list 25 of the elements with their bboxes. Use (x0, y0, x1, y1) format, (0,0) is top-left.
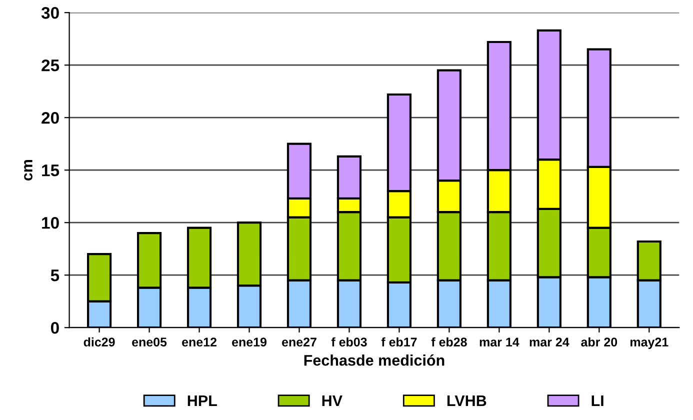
y-tick-label: 5 (50, 270, 60, 282)
y-tick-label: 20 (42, 112, 59, 124)
x-tick-label: f eb03 (331, 337, 367, 347)
x-axis-title: Fechasde medición (304, 354, 444, 366)
legend-label: LI (592, 395, 604, 406)
x-tick-label: dic29 (84, 337, 115, 347)
x-tick-label: mar 24 (530, 338, 570, 347)
x-tick-label: mar 14 (480, 338, 520, 347)
y-tick-label: 25 (42, 60, 60, 72)
y-tick-label: 10 (42, 217, 59, 229)
x-tick-label: may21 (630, 338, 668, 349)
x-tick-label: abr 20 (581, 337, 618, 347)
x-tick-label: ene05 (132, 338, 167, 347)
x-tick-label: f eb28 (431, 337, 467, 347)
x-tick-label: ene12 (182, 338, 216, 347)
x-tick-label: ene27 (282, 338, 316, 347)
y-tick-label: 0 (50, 322, 59, 334)
x-tick-label: f eb17 (381, 337, 417, 347)
y-tick-label: 15 (42, 164, 60, 176)
legend-label: HPL (188, 395, 217, 406)
y-tick-label: 30 (41, 7, 59, 19)
x-tick-label: ene19 (232, 338, 267, 347)
legend-label: LVHB (447, 395, 486, 406)
legend-label: HV (322, 395, 342, 406)
y-axis-title: cm (24, 160, 32, 181)
